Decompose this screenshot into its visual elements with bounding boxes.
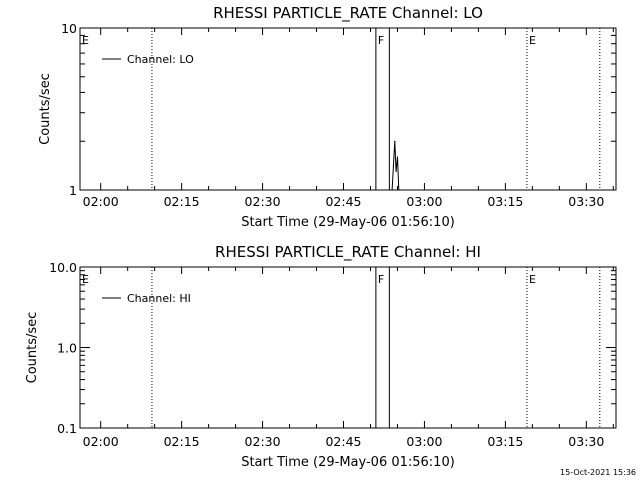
panel-2-x-tick-label: 02:00 — [83, 434, 119, 449]
panel-1-chart-title: RHESSI PARTICLE_RATE Channel: LO — [213, 4, 483, 23]
panel-1-data-point — [392, 165, 395, 167]
panel-1-event-marker-label: E — [529, 34, 536, 47]
panel-2-legend-entry: Channel: HI — [127, 292, 191, 305]
panel-1-y-tick-label: 1 — [69, 183, 77, 198]
panel-1-event-marker-label: F — [378, 34, 384, 47]
panel-2-x-tick-label: 03:15 — [487, 434, 523, 449]
panel-1-data-point — [391, 189, 393, 191]
panel-1-x-axis-label: Start Time (29-May-06 01:56:10) — [241, 215, 455, 230]
panel-1-event-marker-label: E — [82, 34, 89, 47]
panel-2-y-tick-label: 1.0 — [57, 341, 77, 356]
panel-2-y-tick-label: 10.0 — [49, 260, 77, 275]
panel-1-x-tick-label: 02:45 — [325, 194, 361, 209]
panel-2-chart-title: RHESSI PARTICLE_RATE Channel: HI — [215, 243, 481, 262]
panel-2-event-marker-label: F — [378, 273, 384, 286]
panel-1-x-tick-label: 03:15 — [487, 194, 523, 209]
panel-1-data-point — [394, 140, 396, 142]
panel-2-event-marker-label: E — [82, 273, 89, 286]
panel-1-x-tick-label: 02:15 — [164, 194, 200, 209]
panel-1-y-tick-label: 10 — [61, 21, 77, 36]
panel-1-x-tick-label: 02:00 — [83, 194, 119, 209]
panel-2-x-axis-label: Start Time (29-May-06 01:56:10) — [241, 455, 455, 470]
panel-1-y-axis-label: Counts/sec — [38, 73, 53, 145]
panel-2-y-axis-label: Counts/sec — [25, 312, 40, 384]
panel-1-x-tick-label: 03:00 — [406, 194, 442, 209]
panel-2-event-marker-label: E — [529, 273, 536, 286]
panel-2-x-tick-label: 03:00 — [406, 434, 442, 449]
panel-2-x-tick-label: 02:15 — [164, 434, 200, 449]
panel-2-x-tick-label: 02:30 — [245, 434, 281, 449]
panel-1-x-tick-label: 03:30 — [568, 194, 604, 209]
panel-1-plot-frame — [79, 27, 617, 191]
panel-2-x-tick-label: 02:45 — [325, 434, 361, 449]
footer-timestamp: 15-Oct-2021 15:36 — [560, 468, 636, 477]
panel-1-data-point — [395, 170, 397, 173]
panel-1-data-point — [398, 189, 400, 191]
panel-1-series-line — [391, 141, 400, 191]
panel-2-y-tick-label: 0.1 — [57, 421, 77, 436]
panel-2-x-tick-label: 03:30 — [568, 434, 604, 449]
panel-1-x-tick-label: 02:30 — [245, 194, 281, 209]
panel-1-data-point — [396, 156, 399, 158]
panel-1-legend-entry: Channel: LO — [127, 53, 194, 66]
